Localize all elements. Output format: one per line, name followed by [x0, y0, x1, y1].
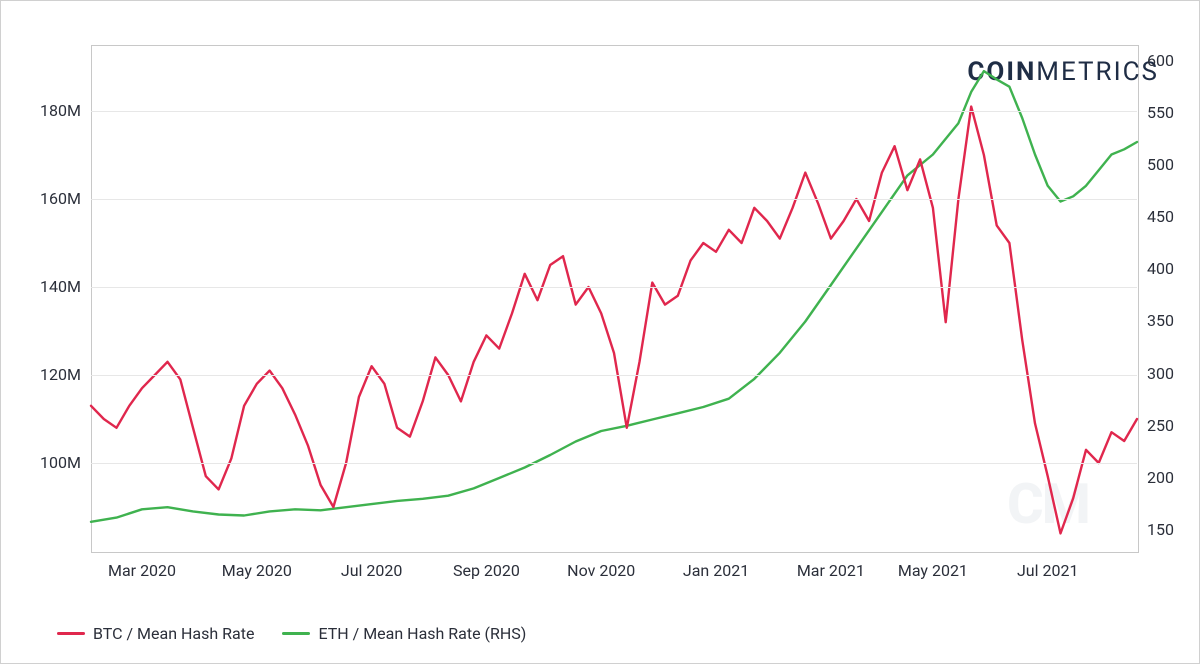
y-right-tick: 600	[1147, 51, 1174, 70]
gridline-y	[91, 199, 1137, 200]
y-left-tick: 120M	[40, 365, 81, 384]
gridline-y	[91, 375, 1137, 376]
chart-container: COINMETRICS CM BTC / Mean Hash Rate ETH …	[0, 0, 1200, 664]
x-tick: Jan 2021	[683, 561, 749, 580]
x-tick: Mar 2020	[108, 561, 176, 580]
y-left-tick: 140M	[40, 277, 81, 296]
legend-item-btc: BTC / Mean Hash Rate	[57, 624, 254, 643]
y-left-tick: 100M	[40, 453, 81, 472]
legend-label-eth: ETH / Mean Hash Rate (RHS)	[318, 624, 526, 643]
x-tick: Sep 2020	[453, 561, 520, 580]
y-right-tick: 250	[1147, 416, 1174, 435]
legend: BTC / Mean Hash Rate ETH / Mean Hash Rat…	[57, 624, 526, 643]
y-right-tick: 300	[1147, 364, 1174, 383]
y-left-tick: 180M	[40, 101, 81, 120]
x-tick: Jul 2021	[1017, 561, 1078, 580]
gridline-y	[91, 287, 1137, 288]
y-right-tick: 450	[1147, 207, 1174, 226]
y-right-tick: 350	[1147, 311, 1174, 330]
y-right-tick: 550	[1147, 103, 1174, 122]
x-tick: May 2020	[222, 561, 292, 580]
gridline-y	[91, 111, 1137, 112]
x-tick: Mar 2021	[797, 561, 865, 580]
y-right-tick: 200	[1147, 468, 1174, 487]
x-tick: Jul 2020	[341, 561, 402, 580]
y-right-tick: 400	[1147, 259, 1174, 278]
y-right-tick: 500	[1147, 155, 1174, 174]
legend-label-btc: BTC / Mean Hash Rate	[93, 624, 254, 643]
legend-item-eth: ETH / Mean Hash Rate (RHS)	[282, 624, 526, 643]
x-tick: Nov 2020	[567, 561, 635, 580]
y-left-tick: 160M	[40, 189, 81, 208]
gridline-y	[91, 463, 1137, 464]
legend-swatch-btc	[57, 632, 85, 635]
x-tick: May 2021	[898, 561, 968, 580]
legend-swatch-eth	[282, 632, 310, 635]
series-btc	[91, 107, 1137, 534]
y-right-tick: 150	[1147, 520, 1174, 539]
